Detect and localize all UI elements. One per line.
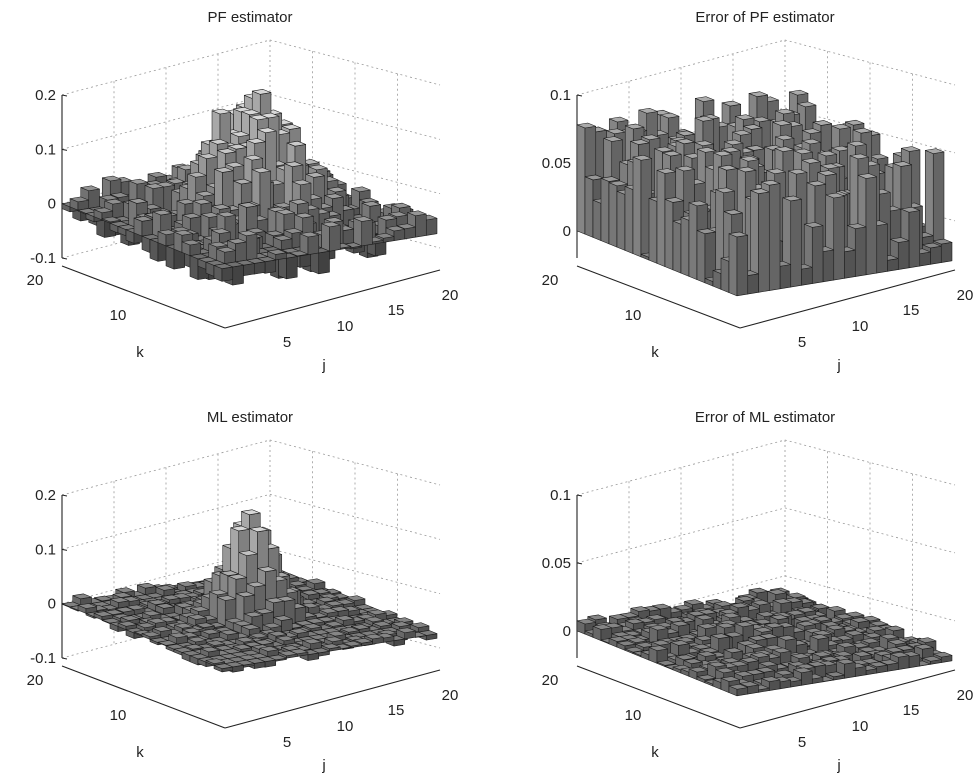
bar [213, 263, 234, 282]
z-tick-label: 0.1 [550, 487, 571, 504]
z-tick-label: 0.05 [542, 155, 571, 172]
bars [61, 89, 438, 286]
bars [61, 509, 438, 673]
subplot-title: PF estimator [207, 9, 292, 26]
bars [576, 587, 953, 697]
bar [69, 196, 90, 211]
k-axis-label: k [136, 744, 144, 761]
subplot-1: -0.1 0 0.1 0.2 10 20 5 10 15 20 k j PF estimator [27, 9, 459, 374]
bar [216, 246, 236, 264]
k-tick-label: 10 [110, 307, 127, 324]
bar [728, 231, 749, 297]
k-tick-label: 20 [27, 272, 44, 289]
z-tick-mark [576, 562, 583, 565]
k-axis-label: k [651, 744, 659, 761]
j-tick-label: 5 [798, 734, 806, 751]
z-tick-mark [61, 257, 68, 260]
subplot-title: Error of PF estimator [695, 9, 834, 26]
z-tick-mark [61, 548, 68, 551]
grid-line [61, 439, 441, 496]
j-tick-label: 15 [903, 702, 920, 719]
z-tick-mark [61, 94, 68, 97]
j-tick-label: 20 [442, 687, 459, 704]
bars [576, 89, 953, 297]
bar [93, 207, 114, 221]
subplot-title: Error of ML estimator [695, 409, 835, 426]
j-tick-label: 20 [442, 287, 459, 304]
z-tick-label: -0.1 [30, 650, 56, 667]
k-tick-label: 20 [27, 672, 44, 689]
j-axis [739, 269, 956, 329]
grid-line [576, 507, 956, 564]
k-tick-label: 20 [542, 272, 559, 289]
j-tick-label: 10 [852, 318, 869, 335]
bar [321, 221, 341, 252]
j-tick-label: 20 [957, 287, 974, 304]
bar [353, 216, 373, 247]
z-tick-label: -0.1 [30, 250, 56, 267]
z-tick-label: 0 [563, 623, 571, 640]
z-tick-label: 0 [48, 596, 56, 613]
j-tick-label: 15 [903, 302, 920, 319]
z-tick-mark [576, 494, 583, 497]
j-axis-label: j [321, 757, 325, 774]
k-axis [576, 265, 741, 329]
subplot-4: 0 0.05 0.1 10 20 5 10 15 20 k j Error of ML estimat… [542, 409, 974, 774]
z-tick-mark [61, 657, 68, 660]
j-tick-label: 10 [337, 718, 354, 735]
j-axis-label: j [321, 357, 325, 374]
j-tick-label: 20 [957, 687, 974, 704]
k-tick-label: 10 [110, 707, 127, 724]
z-tick-mark [61, 494, 68, 497]
bar [267, 249, 287, 261]
k-axis-label: k [136, 344, 144, 361]
k-axis-label: k [651, 344, 659, 361]
subplot-3: -0.1 0 0.1 0.2 10 20 5 10 15 20 k j ML estimator [27, 409, 459, 774]
j-tick-label: 15 [388, 302, 405, 319]
j-axis [224, 669, 441, 729]
j-tick-label: 15 [388, 702, 405, 719]
bar [310, 247, 330, 275]
bar [133, 216, 154, 237]
z-tick-label: 0.05 [542, 555, 571, 572]
bar [181, 239, 202, 256]
z-tick-label: 0.2 [35, 487, 56, 504]
bar [299, 231, 320, 255]
j-axis-label: j [836, 757, 840, 774]
z-tick-label: 0 [48, 196, 56, 213]
j-tick-label: 10 [852, 718, 869, 735]
z-tick-label: 0.1 [35, 541, 56, 558]
j-tick-label: 5 [798, 334, 806, 351]
z-tick-label: 0.2 [35, 87, 56, 104]
z-tick-mark [61, 148, 68, 151]
subplot-title: ML estimator [207, 409, 293, 426]
k-tick-label: 20 [542, 672, 559, 689]
z-tick-mark [576, 94, 583, 97]
grid-line [61, 39, 441, 96]
j-tick-label: 10 [337, 318, 354, 335]
bar [272, 235, 293, 251]
grid-line [576, 39, 956, 96]
z-tick-label: 0.1 [550, 87, 571, 104]
k-tick-label: 10 [625, 307, 642, 324]
z-tick-label: 0 [563, 223, 571, 240]
z-tick-label: 0.1 [35, 141, 56, 158]
j-axis [224, 269, 441, 329]
j-tick-label: 5 [283, 734, 291, 751]
k-axis [61, 665, 226, 729]
j-tick-label: 5 [283, 334, 291, 351]
k-axis [61, 265, 226, 329]
k-tick-label: 10 [625, 707, 642, 724]
subplot-2: 0 0.05 0.1 10 20 5 10 15 20 k j Error of PF estimat… [542, 9, 974, 374]
grid-line [576, 439, 956, 496]
j-axis-label: j [836, 357, 840, 374]
